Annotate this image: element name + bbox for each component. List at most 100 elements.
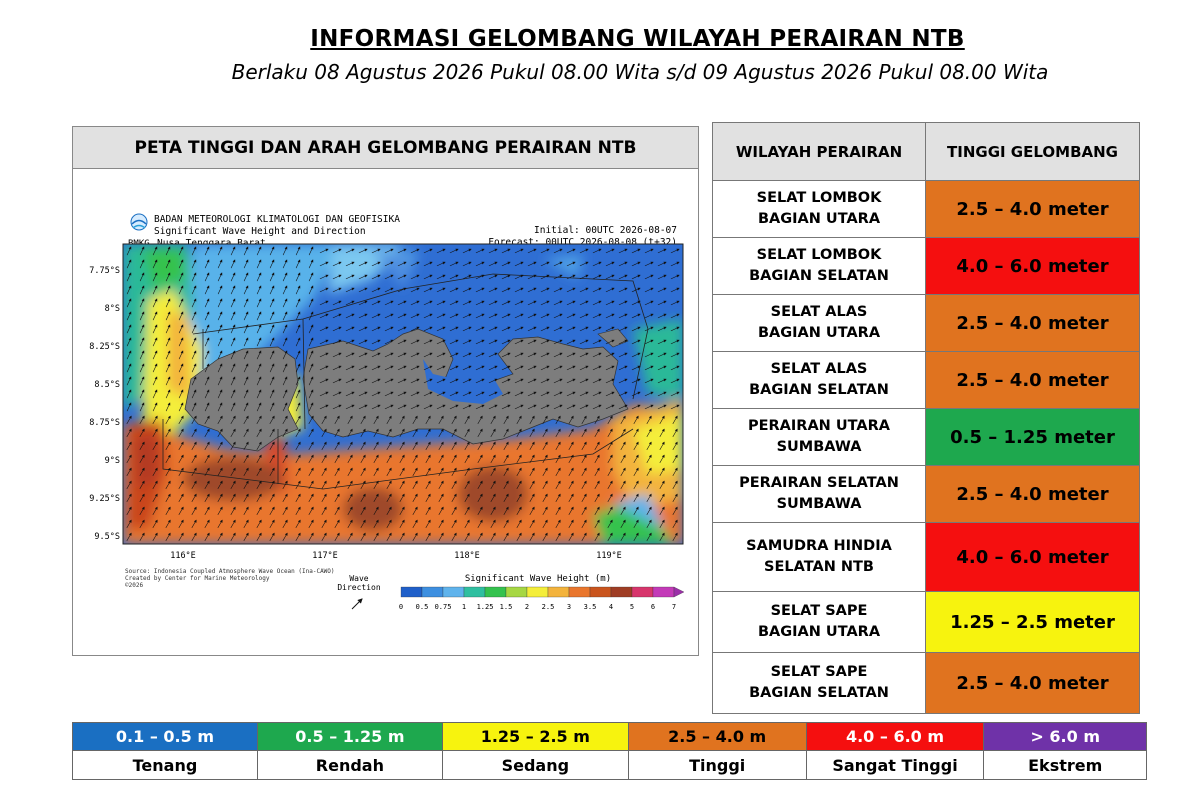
wave-map-panel: PETA TINGGI DAN ARAH GELOMBANG PERAIRAN … [72, 126, 699, 656]
wave-arrow-icon [178, 389, 184, 399]
wave-arrow-icon [438, 415, 444, 425]
wave-arrow-icon [542, 519, 548, 529]
wave-arrow-icon [423, 378, 433, 384]
latitude-label: 8°S [105, 304, 120, 314]
wave-arrow-icon [347, 506, 353, 516]
wave-arrow-icon [345, 352, 355, 358]
region-name-line-2: SUMBAWA [776, 496, 862, 512]
wave-arrow-icon [371, 404, 381, 410]
wave-arrow-icon [462, 261, 472, 267]
wave-arrow-icon [321, 480, 327, 490]
wave-arrow-icon [384, 274, 394, 280]
wave-arrow-icon [579, 378, 589, 384]
wave-arrow-icon [308, 298, 314, 308]
wave-arrow-icon [503, 467, 509, 477]
wave-arrow-icon [633, 506, 639, 516]
wave-arrow-icon [475, 274, 485, 280]
wave-arrow-icon [490, 519, 496, 529]
wave-arrow-icon [438, 493, 444, 503]
wave-arrow-icon [295, 285, 301, 295]
wave-arrow-icon [490, 467, 496, 477]
wave-arrow-icon [475, 404, 485, 410]
wave-arrow-icon [620, 415, 626, 425]
wave-arrow-icon [295, 350, 301, 360]
wave-arrow-icon [607, 493, 613, 503]
wave-arrow-icon [488, 248, 498, 254]
wave-arrow-icon [488, 404, 498, 410]
wave-arrow-icon [464, 441, 470, 451]
wave-arrow-icon [165, 389, 171, 399]
wave-arrow-icon [347, 428, 353, 438]
wave-arrow-icon [594, 441, 600, 451]
wave-arrow-icon [282, 532, 288, 542]
wave-arrow-icon [360, 532, 366, 542]
wave-arrow-icon [269, 272, 275, 282]
wave-arrow-icon [178, 441, 184, 451]
wave-arrow-icon [503, 441, 509, 451]
wave-arrow-icon [555, 441, 561, 451]
wave-arrow-icon [579, 261, 589, 267]
wave-arrow-icon [126, 389, 132, 399]
wave-arrow-icon [423, 391, 433, 397]
wave-arrow-icon [295, 324, 301, 334]
wave-arrow-icon [282, 246, 288, 256]
wave-arrow-icon [178, 402, 184, 412]
wave-arrow-icon [282, 376, 288, 386]
longitude-label: 116°E [170, 551, 196, 561]
wave-arrow-icon [217, 324, 223, 334]
wave-arrow-icon [475, 326, 485, 332]
colorbar-ticks: 0 0.5 0.75 1 1.25 1.5 2 2.5 3 3.5 4 5 6 7 [399, 603, 676, 611]
legend-label-cell: Ekstrem [983, 750, 1147, 780]
wave-arrow-icon [618, 391, 628, 397]
wave-arrow-icon [178, 298, 184, 308]
wave-arrow-icon [672, 415, 678, 425]
wave-arrow-icon [295, 259, 301, 269]
wave-arrow-icon [646, 441, 652, 451]
wave-arrow-icon [620, 519, 626, 529]
longitude-label: 119°E [596, 551, 622, 561]
wave-arrow-icon [319, 404, 329, 410]
wave-arrow-icon [308, 532, 314, 542]
wave-arrow-icon [490, 480, 496, 490]
wave-arrow-icon [436, 326, 446, 332]
wave-arrow-icon [423, 274, 433, 280]
wave-map: BADAN METEOROLOGI KLIMATOLOGI DAN GEOFIS… [89, 213, 685, 611]
wave-arrow-icon [178, 285, 184, 295]
wave-arrow-icon [670, 352, 680, 358]
wave-arrow-icon [423, 287, 433, 293]
wave-arrow-icon [386, 506, 392, 516]
wave-arrow-icon [542, 506, 548, 516]
legend-range-cell: 4.0 – 6.0 m [805, 722, 985, 751]
wave-arrow-icon [282, 285, 288, 295]
wave-arrow-icon [436, 248, 446, 254]
wave-arrow-icon [384, 300, 394, 306]
wave-arrow-icon [553, 326, 563, 332]
wave-arrow-icon [360, 506, 366, 516]
wave-arrow-icon [423, 352, 433, 358]
wave-height-cell: 2.5 – 4.0 meter [925, 294, 1140, 352]
wave-arrow-icon [477, 441, 483, 451]
wave-arrow-icon [592, 404, 602, 410]
wave-arrow-icon [191, 259, 197, 269]
wave-height-cell: 2.5 – 4.0 meter [925, 180, 1140, 238]
wave-arrow-icon [139, 272, 145, 282]
wave-arrow-icon [282, 493, 288, 503]
wave-arrow-icon [152, 402, 158, 412]
wave-arrow-icon [488, 339, 498, 345]
wave-arrow-icon [475, 378, 485, 384]
wave-arrow-icon [204, 519, 210, 529]
wave-arrow-icon [397, 261, 407, 267]
wave-arrow-icon [516, 519, 522, 529]
wave-arrow-icon [308, 285, 314, 295]
wave-arrow-icon [412, 506, 418, 516]
wave-arrow-icon [657, 404, 667, 410]
wave-arrow-icon [386, 519, 392, 529]
wave-arrow-icon [204, 415, 210, 425]
wave-arrow-icon [581, 506, 587, 516]
wave-arrow-icon [204, 389, 210, 399]
wave-arrow-icon [230, 298, 236, 308]
region-cell: SELAT LOMBOK BAGIAN UTARA [712, 180, 926, 238]
wave-arrow-icon [178, 493, 184, 503]
wave-arrow-icon [178, 467, 184, 477]
latitude-label: 8.75°S [89, 418, 120, 428]
